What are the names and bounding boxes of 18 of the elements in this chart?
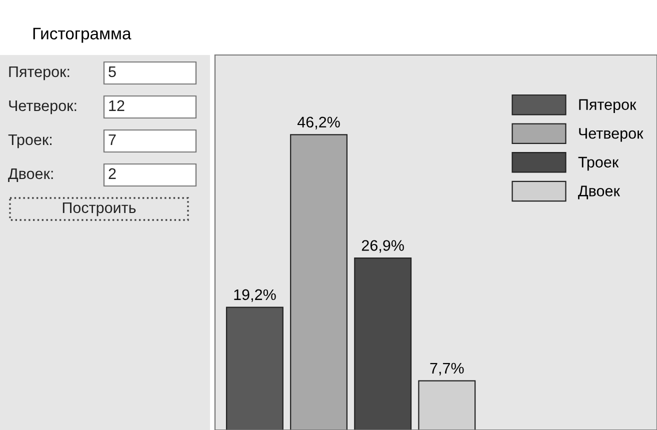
data-label: 19,2% (234, 289, 276, 302)
text: Четверок: (9, 100, 76, 114)
data-label: 46,2% (297, 116, 340, 130)
text: Гистограмма (33, 28, 132, 43)
text: 2 (108, 168, 116, 179)
data-label: 26,9% (362, 240, 404, 253)
text: Пятерок: (9, 66, 70, 80)
legend-label: Двоек (578, 186, 620, 200)
text: 12 (109, 100, 124, 111)
text: Троек: (8, 134, 52, 148)
text: Построить (62, 202, 136, 216)
data-label: 7,7% (430, 362, 464, 376)
text: 5 (108, 66, 116, 78)
legend-label: Пятерок (579, 99, 636, 113)
text: Двоек: (8, 168, 53, 182)
text: 7 (108, 134, 116, 145)
legend-label: Троек (578, 156, 619, 171)
legend-label: Четверок (579, 128, 644, 142)
